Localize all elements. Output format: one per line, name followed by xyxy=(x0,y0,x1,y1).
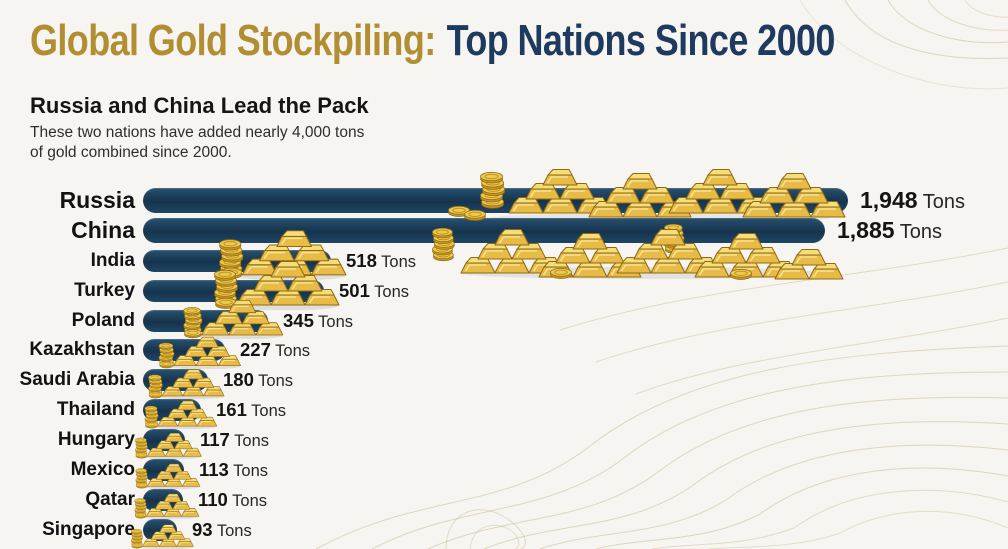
value-label: 501 Tons xyxy=(339,280,409,302)
bar-area: 113 Tons xyxy=(143,455,1008,490)
country-label: Saudi Arabia xyxy=(19,369,135,391)
country-label: Qatar xyxy=(85,488,135,510)
country-label: China xyxy=(71,217,135,244)
bar-chart: Russia 1,948 Tons China 1,885 Tons India 518 … xyxy=(0,186,1008,549)
chart-row-mexico: Mexico 113 Tons xyxy=(0,455,1008,490)
bar xyxy=(143,399,201,422)
value-unit: Tons xyxy=(229,432,269,451)
bar xyxy=(143,188,848,214)
value-label: 1,885 Tons xyxy=(837,217,942,244)
chart-row-india: India 518 Tons xyxy=(0,246,1008,281)
bar xyxy=(143,309,268,332)
value-number: 1,948 xyxy=(860,187,918,214)
value-label: 1,948 Tons xyxy=(860,187,965,214)
value-number: 345 xyxy=(283,309,314,331)
value-number: 113 xyxy=(199,458,229,480)
bar xyxy=(143,458,184,481)
chart-row-thailand: Thailand 161 Tons xyxy=(0,395,1008,430)
bar-area: 1,948 Tons xyxy=(143,186,1008,216)
value-number: 1,885 xyxy=(837,217,895,244)
bar-area: 180 Tons xyxy=(143,365,1008,400)
value-number: 180 xyxy=(223,369,254,391)
bar xyxy=(143,369,208,392)
bar-area: 1,885 Tons xyxy=(143,216,1008,246)
bar-area: 345 Tons xyxy=(143,306,1008,340)
value-label: 345 Tons xyxy=(283,310,353,332)
country-label: Turkey xyxy=(74,279,135,301)
value-label: 227 Tons xyxy=(240,339,310,361)
value-label: 93 Tons xyxy=(192,519,252,541)
country-label: Kazakhstan xyxy=(29,339,135,361)
chart-row-china: China 1,885 Tons xyxy=(0,216,1008,246)
value-unit: Tons xyxy=(228,461,268,480)
country-label: Poland xyxy=(71,309,135,331)
value-number: 501 xyxy=(339,279,370,301)
value-unit: Tons xyxy=(369,282,410,301)
country-label: Mexico xyxy=(70,458,135,480)
value-unit: Tons xyxy=(246,402,287,421)
chart-row-turkey: Turkey 501 Tons xyxy=(0,276,1008,311)
chart-description-line1: These two nations have added nearly 4,00… xyxy=(30,124,365,141)
page-title-gold-part: Global Gold Stockpiling: xyxy=(30,14,436,65)
value-unit: Tons xyxy=(313,312,354,331)
value-number: 227 xyxy=(240,339,271,361)
chart-description: These two nations have added nearly 4,00… xyxy=(30,123,364,163)
country-label: Hungary xyxy=(57,429,135,451)
chart-row-qatar: Qatar 110 Tons xyxy=(0,485,1008,520)
country-label: Singapore xyxy=(42,518,135,540)
bar xyxy=(143,218,825,244)
bar xyxy=(143,518,177,541)
chart-row-saudi-arabia: Saudi Arabia 180 Tons xyxy=(0,365,1008,400)
bar xyxy=(143,339,225,362)
country-label: Thailand xyxy=(56,399,135,421)
chart-row-singapore: Singapore 93 Tons xyxy=(0,515,1008,549)
value-label: 110 Tons xyxy=(198,489,267,511)
value-unit: Tons xyxy=(376,252,417,271)
bar xyxy=(143,279,324,302)
value-unit: Tons xyxy=(253,372,294,391)
value-label: 113 Tons xyxy=(199,459,268,481)
value-unit: Tons xyxy=(212,521,252,540)
value-label: 180 Tons xyxy=(223,369,293,391)
value-number: 110 xyxy=(198,488,228,510)
value-number: 93 xyxy=(192,518,213,540)
header: Global Gold Stockpiling: Top Nations Sinc… xyxy=(30,16,835,64)
value-number: 518 xyxy=(346,249,377,271)
chart-description-line2: of gold combined since 2000. xyxy=(30,144,232,161)
bar-area: 161 Tons xyxy=(143,395,1008,430)
value-number: 117 xyxy=(200,429,230,451)
bar-area: 110 Tons xyxy=(143,485,1008,520)
value-unit: Tons xyxy=(270,342,311,361)
bar xyxy=(143,488,183,511)
bar-area: 227 Tons xyxy=(143,335,1008,370)
value-unit: Tons xyxy=(894,221,943,244)
page-title-navy-part: Top Nations Since 2000 xyxy=(446,14,836,65)
value-label: 518 Tons xyxy=(346,250,416,272)
bar-area: 501 Tons xyxy=(143,276,1008,311)
bar-area: 518 Tons xyxy=(143,246,1008,281)
page-title: Global Gold Stockpiling: Top Nations Sinc… xyxy=(30,16,835,64)
value-unit: Tons xyxy=(227,491,267,510)
bar xyxy=(143,429,185,452)
value-label: 117 Tons xyxy=(200,429,269,451)
value-number: 161 xyxy=(216,399,247,421)
country-label: India xyxy=(90,249,135,271)
chart-row-russia: Russia 1,948 Tons xyxy=(0,186,1008,216)
chart-subtitle: Russia and China Lead the Pack xyxy=(30,93,369,118)
value-label: 161 Tons xyxy=(216,399,286,421)
chart-row-hungary: Hungary 117 Tons xyxy=(0,425,1008,460)
chart-row-poland: Poland 345 Tons xyxy=(0,306,1008,340)
country-label: Russia xyxy=(59,187,135,214)
chart-row-kazakhstan: Kazakhstan 227 Tons xyxy=(0,335,1008,370)
bar-area: 117 Tons xyxy=(143,425,1008,460)
bar xyxy=(143,249,331,272)
bar-chart-rows: Russia 1,948 Tons China 1,885 Tons India 518 … xyxy=(0,186,1008,549)
bar-area: 93 Tons xyxy=(143,515,1008,549)
value-unit: Tons xyxy=(917,191,966,214)
